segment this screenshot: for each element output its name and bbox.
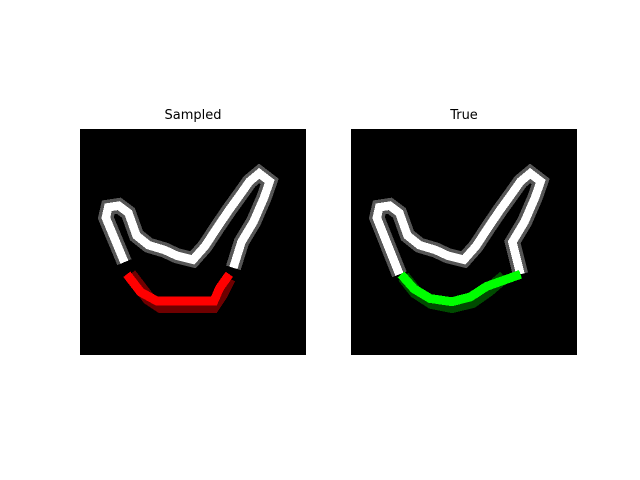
digit-stroke [372, 167, 546, 276]
sampled-image [80, 129, 306, 355]
true-panel-title: True [450, 108, 478, 123]
digit-stroke [101, 167, 275, 270]
sampled-panel-title: Sampled [164, 108, 222, 123]
true-segment [397, 270, 522, 307]
sampled-segment [123, 271, 233, 306]
true-image [351, 129, 577, 355]
